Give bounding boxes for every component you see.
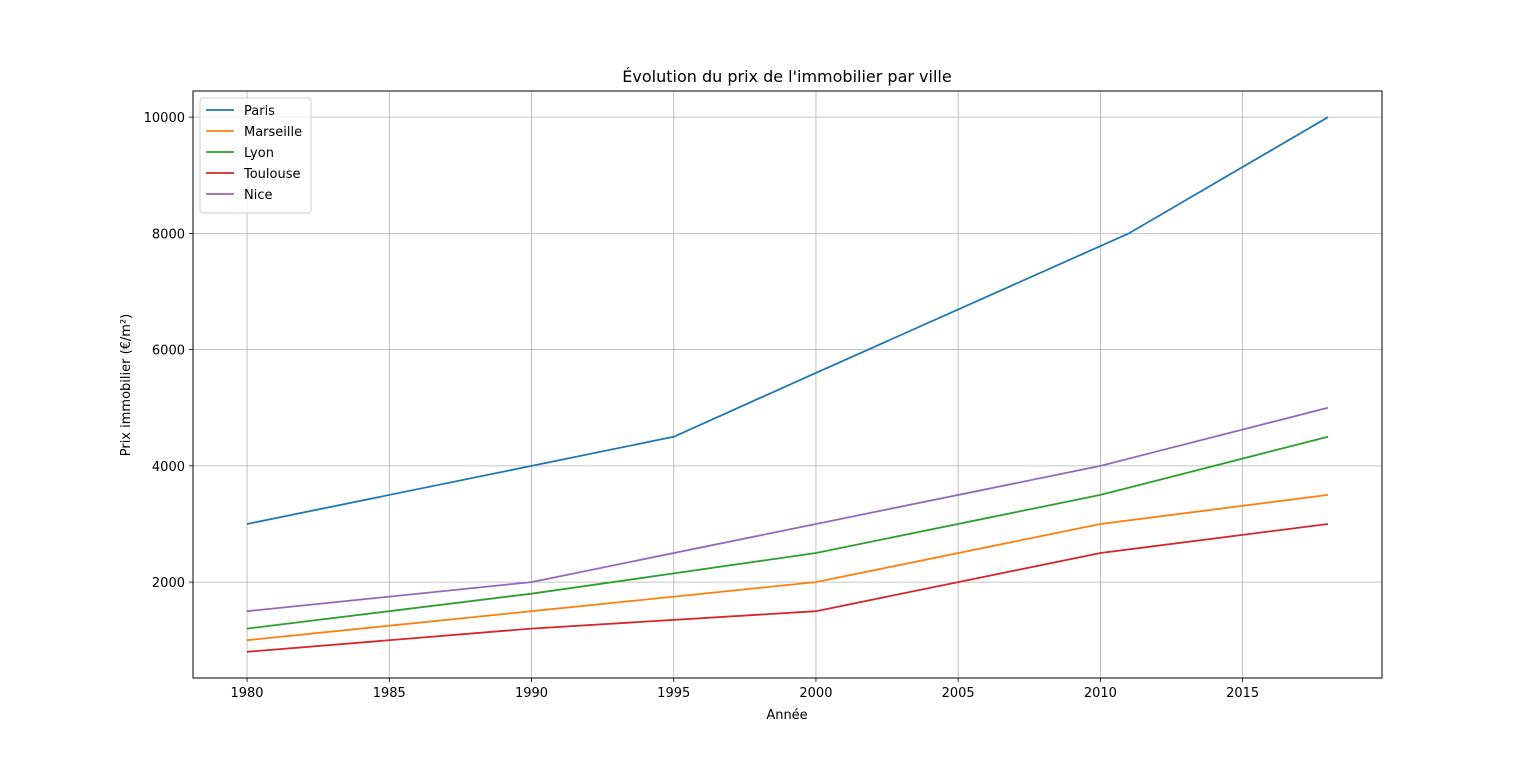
chart-title: Évolution du prix de l'immobilier par vi… xyxy=(622,67,951,86)
legend-box xyxy=(199,97,312,214)
y-tick-label: 6000 xyxy=(152,344,185,359)
x-tick-label: 1990 xyxy=(515,686,548,701)
x-tick-label: 1995 xyxy=(657,686,690,701)
series-line-paris xyxy=(246,116,1329,525)
x-axis-ticks: 1980 1985 1990 1995 2000 2005 2010 2015 xyxy=(230,678,1259,701)
x-axis-label: Année xyxy=(766,708,807,723)
y-tick-label: 8000 xyxy=(152,227,185,242)
x-tick-label: 2005 xyxy=(942,686,975,701)
y-axis-ticks: 2000 4000 6000 8000 10000 xyxy=(144,111,193,591)
plot-area-frame xyxy=(192,90,1383,679)
y-tick-label: 10000 xyxy=(144,111,185,126)
grid-lines xyxy=(193,91,1382,678)
x-tick-label: 1985 xyxy=(373,686,406,701)
y-tick-label: 2000 xyxy=(152,576,185,591)
legend-label-lyon: Lyon xyxy=(244,146,274,161)
series-lines xyxy=(246,116,1329,653)
legend-label-nice: Nice xyxy=(244,188,272,203)
x-tick-label: 2000 xyxy=(799,686,832,701)
series-line-marseille xyxy=(246,494,1329,642)
legend: Paris Marseille Lyon Toulouse Nice xyxy=(199,97,312,214)
legend-label-marseille: Marseille xyxy=(244,125,302,140)
legend-label-paris: Paris xyxy=(244,104,275,119)
legend-label-toulouse: Toulouse xyxy=(243,167,301,182)
x-tick-label: 2015 xyxy=(1226,686,1259,701)
series-line-nice xyxy=(246,406,1329,613)
y-tick-label: 4000 xyxy=(152,460,185,475)
series-line-toulouse xyxy=(246,523,1329,653)
series-line-lyon xyxy=(246,435,1329,630)
y-axis-label: Prix immobilier (€/m²) xyxy=(119,314,134,457)
x-tick-label: 2010 xyxy=(1084,686,1117,701)
x-tick-label: 1980 xyxy=(230,686,263,701)
